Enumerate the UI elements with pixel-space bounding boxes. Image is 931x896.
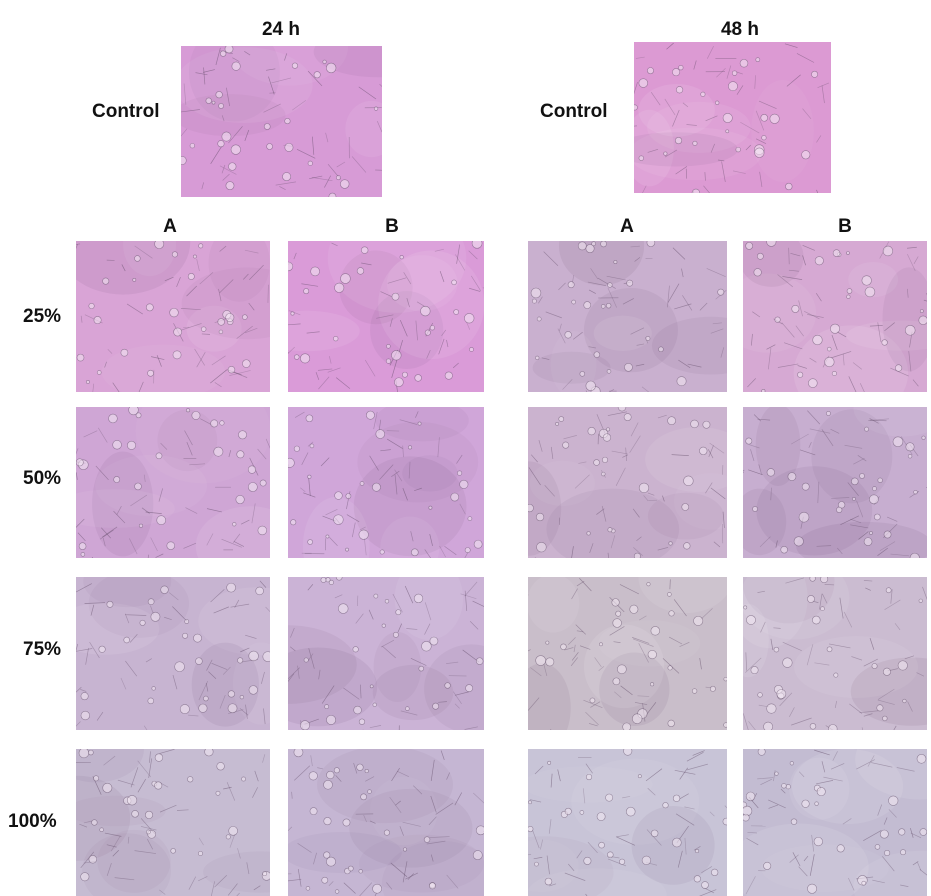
control-label-24h: Control	[92, 101, 160, 122]
column-label-48h-b: B	[838, 216, 852, 237]
row-label-50: 50%	[23, 468, 62, 489]
column-label-48h-a: A	[620, 216, 634, 237]
micrograph-25-24h-b	[288, 241, 484, 392]
micrograph-75-48h-a	[528, 577, 727, 730]
column-label-24h-a: A	[163, 216, 177, 237]
row-label-75: 75%	[23, 639, 62, 660]
micrograph-control-48h	[634, 42, 831, 193]
micrograph-50-24h-a	[76, 407, 270, 558]
header-48h: 48 h	[720, 19, 760, 40]
micrograph-50-24h-b	[288, 407, 484, 558]
micrograph-25-48h-a	[528, 241, 727, 392]
micrograph-75-24h-b	[288, 577, 484, 730]
micrograph-50-48h-b	[743, 407, 927, 558]
micrograph-25-48h-b	[743, 241, 927, 392]
row-label-100: 100%	[8, 811, 57, 832]
micrograph-75-48h-b	[743, 577, 927, 730]
micrograph-control-24h	[181, 46, 382, 197]
micrograph-100-24h-b	[288, 749, 484, 896]
header-24h: 24 h	[261, 19, 301, 40]
micrograph-50-48h-a	[528, 407, 727, 558]
micrograph-100-24h-a	[76, 749, 270, 896]
control-label-48h: Control	[540, 101, 608, 122]
micrograph-100-48h-b	[743, 749, 927, 896]
micrograph-100-48h-a	[528, 749, 727, 896]
micrograph-25-24h-a	[76, 241, 270, 392]
micrograph-75-24h-a	[76, 577, 270, 730]
row-label-25: 25%	[23, 306, 62, 327]
column-label-24h-b: B	[385, 216, 399, 237]
